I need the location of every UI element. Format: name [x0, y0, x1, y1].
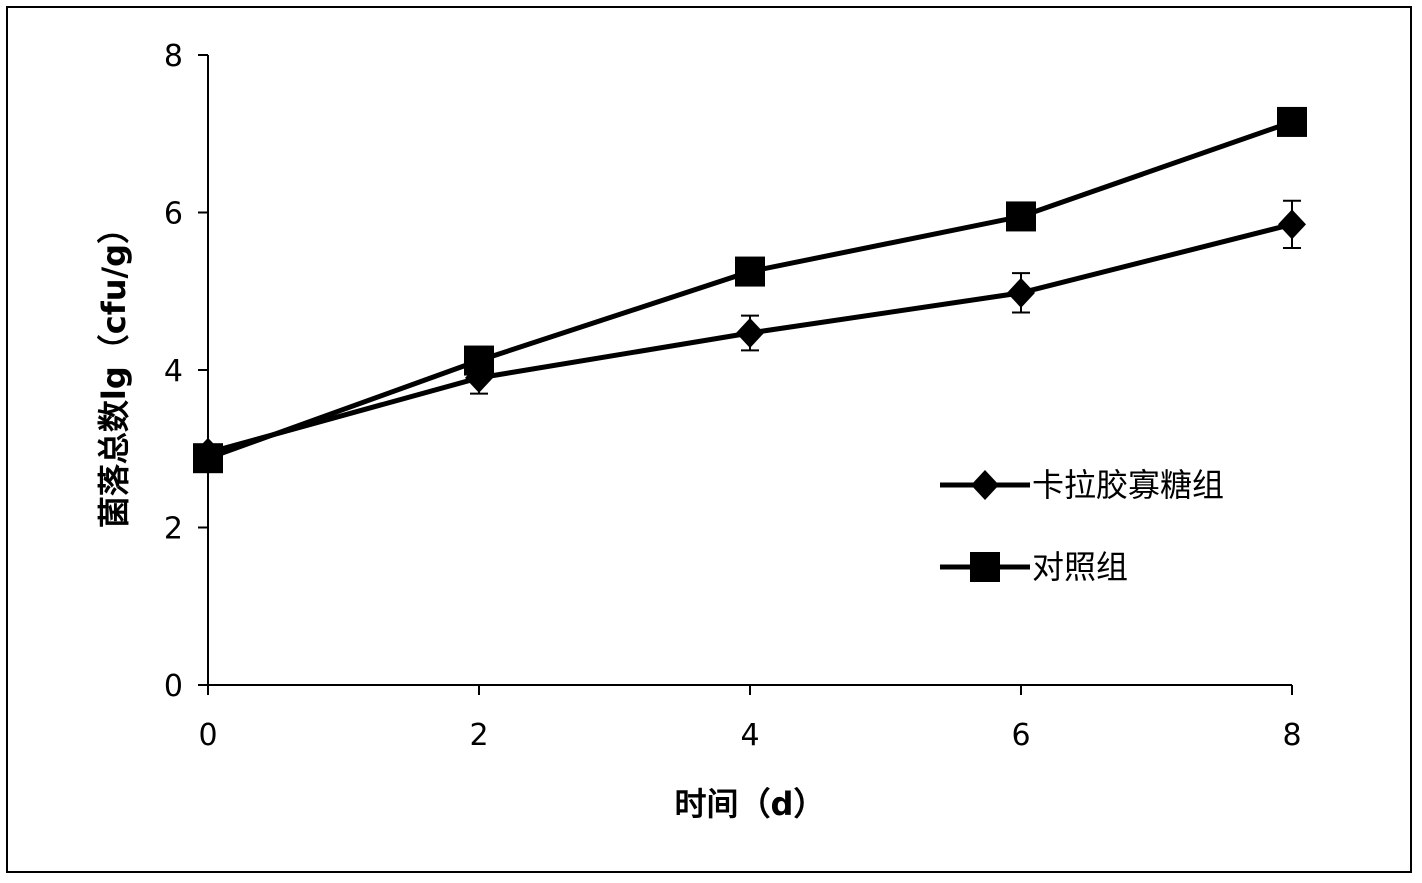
series-diamond: [194, 199, 1306, 468]
x-tick-label: 6: [1011, 718, 1030, 753]
axes: [207, 55, 1292, 686]
y-tick-label: 4: [164, 354, 183, 389]
legend-marker: [970, 552, 1000, 582]
legend-marker: [971, 470, 999, 500]
x-tick-label: 2: [469, 718, 488, 753]
legend-label: 卡拉胶寡糖组: [1032, 466, 1224, 504]
y-tick-label: 8: [164, 39, 183, 74]
y-tick-label: 2: [164, 512, 183, 547]
data-point: [1006, 201, 1036, 232]
data-point: [1277, 106, 1307, 137]
data-point: [736, 317, 764, 348]
ticks: 0 2 4 6 8 0 2 4 6 8: [164, 39, 1302, 753]
y-tick-label: 0: [164, 669, 183, 704]
legend-label: 对照组: [1032, 548, 1128, 586]
series-square: [193, 106, 1307, 474]
data-point: [193, 443, 223, 474]
data-point: [735, 256, 765, 287]
chart-frame: [6, 6, 1412, 873]
x-tick-label: 4: [740, 718, 759, 753]
data-point: [464, 345, 494, 376]
y-tick-label: 6: [164, 197, 183, 232]
legend-item: 对照组: [940, 548, 1128, 586]
series-group: [193, 106, 1307, 474]
data-point: [1278, 209, 1306, 240]
x-tick-label: 8: [1282, 718, 1301, 753]
data-point: [1007, 277, 1035, 308]
x-tick-label: 0: [198, 718, 217, 753]
x-axis-title: 时间（d）: [675, 785, 826, 823]
y-axis-title: 菌落总数lg（cfu/g）: [95, 212, 133, 528]
legend-item: 卡拉胶寡糖组: [940, 466, 1224, 504]
